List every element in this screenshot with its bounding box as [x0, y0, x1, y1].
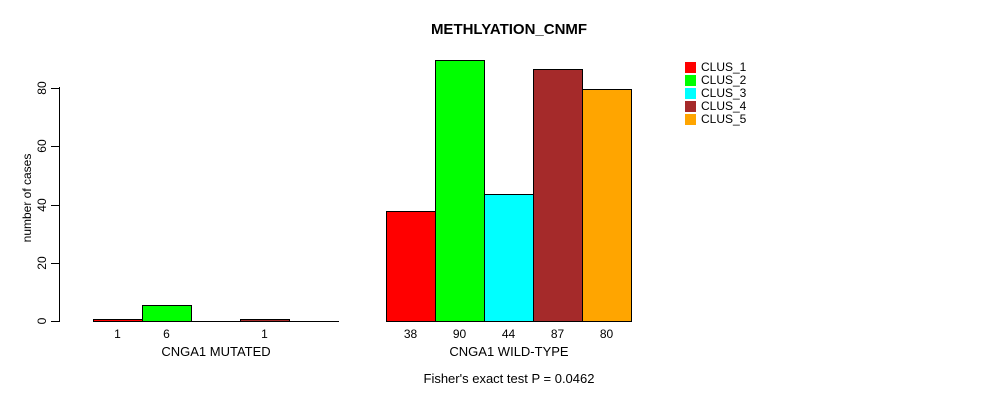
clus_5-swatch-icon: [685, 114, 696, 125]
y-tick: [51, 205, 59, 206]
bar-clus_2: [435, 60, 485, 322]
fisher-test-annotation: Fisher's exact test P = 0.0462: [423, 371, 595, 386]
y-tick: [51, 321, 59, 322]
clus_1-swatch-icon: [685, 62, 696, 73]
bar-value-label: 6: [163, 327, 170, 341]
bar-value-label: 44: [501, 327, 516, 341]
legend-item: CLUS_5: [685, 112, 747, 126]
legend-item: CLUS_3: [685, 86, 747, 100]
legend-label: CLUS_5: [701, 112, 747, 126]
legend-label: CLUS_3: [701, 86, 747, 100]
y-axis-line: [59, 87, 60, 322]
y-tick: [51, 146, 59, 147]
chart-title: METHLYATION_CNMF: [430, 21, 588, 38]
y-tick-label: 80: [35, 81, 49, 95]
y-tick-label: 20: [35, 256, 49, 270]
legend-item: CLUS_1: [685, 60, 747, 74]
bar-value-label: 38: [403, 327, 418, 341]
group-baseline: [93, 321, 339, 322]
bar-clus_1: [386, 211, 436, 322]
group-label-wild-type: CNGA1 WILD-TYPE: [449, 344, 569, 359]
legend: CLUS_1 CLUS_2 CLUS_3 CLUS_4 CLUS_5: [685, 60, 747, 127]
bar-value-label: 90: [452, 327, 467, 341]
y-tick-label: 60: [35, 139, 49, 153]
y-tick: [51, 88, 59, 89]
legend-label: CLUS_1: [701, 60, 747, 74]
bar-value-label: 1: [261, 327, 268, 341]
clus_2-swatch-icon: [685, 75, 696, 86]
bar-value-label: 87: [550, 327, 565, 341]
legend-item: CLUS_4: [685, 99, 747, 113]
group-label-mutated: CNGA1 MUTATED: [161, 344, 271, 359]
legend-label: CLUS_4: [701, 99, 747, 113]
bar-clus_2: [142, 305, 192, 322]
clus_3-swatch-icon: [685, 88, 696, 99]
y-tick-label: 40: [35, 198, 49, 212]
legend-item: CLUS_2: [685, 73, 747, 87]
bar-clus_4: [240, 319, 290, 322]
legend-label: CLUS_2: [701, 73, 747, 87]
y-tick-label: 0: [35, 317, 49, 325]
bar-clus_1: [93, 319, 143, 322]
bar-clus_3: [484, 194, 534, 322]
clus_4-swatch-icon: [685, 101, 696, 112]
bar-value-label: 80: [599, 327, 614, 341]
bar-clus_4: [533, 69, 583, 322]
y-axis-label: number of cases: [20, 153, 34, 243]
y-tick: [51, 263, 59, 264]
bar-clus_5: [582, 89, 632, 322]
bar-value-label: 1: [114, 327, 121, 341]
